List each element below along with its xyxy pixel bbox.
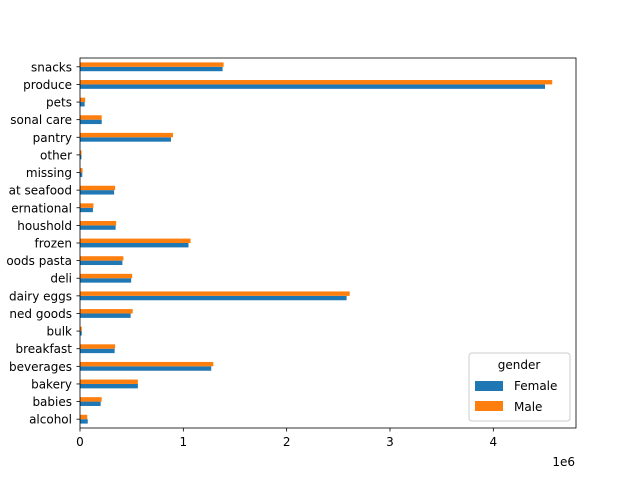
bar-female-frozen [80,243,189,248]
bar-male-alcohol [80,414,88,420]
x-tick-label: 1 [180,435,188,449]
bar-male-missing [80,168,83,173]
y-tick-label: pets [46,96,72,110]
y-tick-label: oods pasta [6,254,72,268]
bar-female-pets [80,102,85,107]
plot-frame [79,57,577,429]
bar-female-dairy-eggs [80,295,347,301]
bar-male-babies [80,397,102,402]
y-tick-label: pantry [33,131,72,145]
y-tick-label: ernational [11,201,72,215]
y-tick-label: houshold [17,219,72,233]
legend-swatch-male [475,401,503,411]
y-tick-label: breakfast [15,342,72,356]
x-tick-label: 4 [490,435,498,449]
y-tick-label: sonal care [10,113,72,127]
bar-female-bulk [80,331,82,336]
y-tick-label: produce [23,78,72,92]
bar-male-pantry [80,132,173,138]
bar-male-beverages [80,361,214,367]
bar-male-snacks [80,62,224,67]
bar-male-dry-goods-pasta [80,256,124,261]
bars-layer [80,62,553,424]
x-tick-label: 0 [76,435,84,449]
bar-male-bakery [80,379,138,384]
y-tick-label: ned goods [9,307,72,321]
bar-female-international [80,207,93,213]
x-offset-text: 1e6 [552,455,575,469]
y-tick-label: snacks [31,60,72,74]
y-tick-label: bulk [46,325,72,339]
y-tick-label: alcohol [29,413,72,427]
bar-female-houshold [80,225,116,230]
bar-male-deli [80,273,133,279]
y-tick-label: babies [32,395,72,409]
y-tick-label: at seafood [9,184,72,198]
bar-female-breakfast [80,348,115,354]
bar-female-bakery [80,383,138,389]
bar-female-pantry [80,137,171,142]
bar-male-international [80,203,94,208]
bar-male-other [80,150,82,155]
axes-layer: alcohol babies bakery beverages breakfast bul… [6,57,577,449]
x-tick-label: 3 [386,435,394,449]
y-tick-label: missing [26,166,72,180]
legend: gender Female Male [468,352,571,422]
bar-female-dry-goods-pasta [80,260,123,266]
legend-label-female: Female [514,379,557,393]
legend-title: gender [498,358,541,372]
bar-female-deli [80,278,132,283]
bar-male-produce [80,80,553,85]
x-tick-label: 2 [283,435,291,449]
y-tick-label: deli [50,272,72,286]
y-tick-label: beverages [9,360,72,374]
bar-female-babies [80,401,101,406]
legend-swatch-female [475,381,503,391]
y-tick-label: dairy eggs [9,289,72,303]
bar-female-meat-seafood [80,190,115,195]
bar-female-canned-goods [80,313,131,318]
y-tick-label: frozen [34,237,72,251]
bar-female-missing [80,172,83,177]
bar-male-canned-goods [80,309,133,314]
bar-male-pets [80,97,86,103]
bar-male-houshold [80,220,117,226]
legend-label-male: Male [514,400,542,414]
y-tick-label: other [40,148,72,162]
bar-female-alcohol [80,419,88,424]
bar-male-breakfast [80,344,116,349]
bar-female-snacks [80,66,223,72]
bar-female-beverages [80,366,212,371]
bar-female-produce [80,84,545,89]
y-tick-label: bakery [31,377,72,391]
bar-male-frozen [80,238,191,243]
bar-male-personal-care [80,115,102,120]
bar-male-bulk [80,326,82,332]
bar-female-personal-care [80,119,102,125]
bar-male-dairy-eggs [80,291,350,296]
bar-female-other [80,154,82,160]
bar-male-meat-seafood [80,185,116,191]
